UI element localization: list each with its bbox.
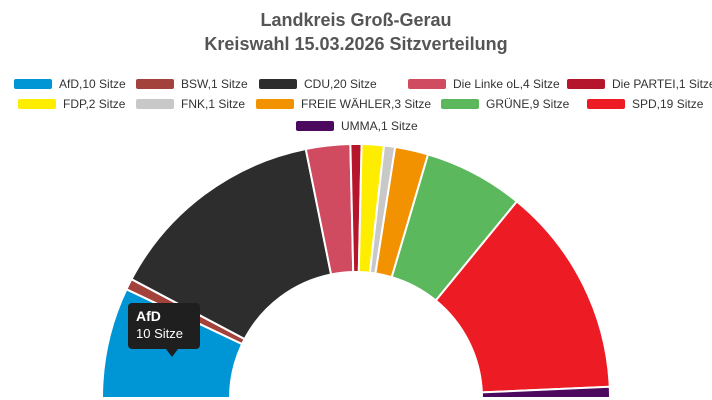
subtitle-line: Kreiswahl 15.03.2026 Sitzverteilung bbox=[204, 34, 508, 54]
slice-spd[interactable] bbox=[434, 200, 611, 394]
legend-swatch bbox=[256, 99, 294, 109]
legend-swatch bbox=[587, 99, 625, 109]
tooltip-name: AfD bbox=[136, 308, 161, 324]
legend-label: UMMA,1 Sitze bbox=[341, 119, 418, 133]
legend-item-cdu[interactable]: CDU,20 Sitze bbox=[259, 76, 377, 92]
legend-label: BSW,1 Sitze bbox=[181, 77, 248, 91]
legend-item-spd[interactable]: SPD,19 Sitze bbox=[587, 96, 703, 112]
legend-label: FNK,1 Sitze bbox=[181, 97, 246, 111]
legend-label: AfD,10 Sitze bbox=[59, 77, 126, 91]
legend-item-afd[interactable]: AfD,10 Sitze bbox=[14, 76, 126, 92]
legend-swatch bbox=[136, 99, 174, 109]
chart-title: Landkreis Groß-Gerau Kreiswahl 15.03.202… bbox=[0, 8, 712, 56]
legend-label: Die PARTEI,1 Sitze bbox=[612, 77, 712, 91]
legend-item-fdp[interactable]: FDP,2 Sitze bbox=[18, 96, 125, 112]
legend-label: CDU,20 Sitze bbox=[304, 77, 377, 91]
legend-item-fnk[interactable]: FNK,1 Sitze bbox=[136, 96, 245, 112]
legend-item-bsw[interactable]: BSW,1 Sitze bbox=[136, 76, 248, 92]
legend-swatch bbox=[441, 99, 479, 109]
legend-swatch bbox=[18, 99, 56, 109]
legend-swatch bbox=[14, 79, 52, 89]
legend-item-die-linke-ol[interactable]: Die Linke oL,4 Sitze bbox=[408, 76, 560, 92]
legend-swatch bbox=[296, 121, 334, 131]
tooltip-value: 10 Sitze bbox=[136, 326, 183, 341]
legend-label: SPD,19 Sitze bbox=[632, 97, 704, 111]
legend-item-grune[interactable]: GRÜNE,9 Sitze bbox=[441, 96, 569, 112]
title-line: Landkreis Groß-Gerau bbox=[260, 10, 452, 30]
legend-swatch bbox=[408, 79, 446, 89]
legend-item-die-partei[interactable]: Die PARTEI,1 Sitze bbox=[567, 76, 712, 92]
legend-swatch bbox=[259, 79, 297, 89]
legend: AfD,10 Sitze BSW,1 Sitze CDU,20 Sitze Die L… bbox=[0, 76, 712, 136]
tooltip: AfD 10 Sitze bbox=[128, 303, 200, 357]
legend-label: Die Linke oL,4 Sitze bbox=[453, 77, 560, 91]
legend-item-freie-wahler[interactable]: FREIE WÄHLER,3 Sitze bbox=[256, 96, 431, 112]
legend-item-umma[interactable]: UMMA,1 Sitze bbox=[296, 118, 418, 134]
slice-umma[interactable] bbox=[480, 385, 612, 399]
legend-swatch bbox=[136, 79, 174, 89]
legend-label: GRÜNE,9 Sitze bbox=[486, 97, 570, 111]
slice-cdu[interactable] bbox=[130, 147, 333, 341]
legend-swatch bbox=[567, 79, 605, 89]
legend-label: FREIE WÄHLER,3 Sitze bbox=[301, 97, 432, 111]
legend-label: FDP,2 Sitze bbox=[63, 97, 126, 111]
